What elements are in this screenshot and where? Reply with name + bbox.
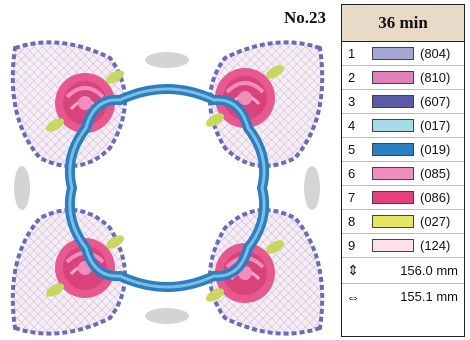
thread-code: (085)	[420, 166, 451, 181]
thread-swatch	[372, 71, 414, 84]
color-row-5: 5 (019)	[342, 138, 464, 162]
thread-code: (017)	[420, 118, 451, 133]
color-row-8: 8 (027)	[342, 210, 464, 234]
color-row-number: 5	[348, 142, 356, 157]
thread-swatch	[372, 215, 414, 228]
lace-petal-bottom-right	[201, 208, 325, 336]
color-row-1: 1 (804)	[342, 42, 464, 66]
color-row-3: 3 (607)	[342, 90, 464, 114]
lace-petal-top-right	[201, 40, 325, 168]
design-width-row: ⇔ 155.1 mm	[342, 284, 464, 309]
thread-swatch	[372, 143, 414, 156]
thread-code: (019)	[420, 142, 451, 157]
thread-code: (027)	[420, 214, 451, 229]
color-row-number: 6	[348, 166, 356, 181]
thread-code: (804)	[420, 46, 451, 61]
thread-code: (810)	[420, 70, 451, 85]
thread-swatch	[372, 167, 414, 180]
color-row-number: 4	[348, 118, 356, 133]
embroidery-design-preview	[10, 40, 325, 336]
design-number-label: No.23	[284, 8, 327, 27]
thread-info-panel: 36 min 1 (804) 2 (810) 3 (607) 4 (017) 5…	[341, 4, 465, 337]
color-row-number: 7	[348, 190, 356, 205]
thread-swatch	[372, 119, 414, 132]
lace-petal-bottom-left	[10, 208, 129, 336]
horizontal-arrows-icon: ⇔	[346, 288, 360, 305]
thread-swatch	[372, 95, 414, 108]
color-row-number: 2	[348, 70, 356, 85]
thread-code: (086)	[420, 190, 451, 205]
thread-code: (607)	[420, 94, 451, 109]
color-row-7: 7 (086)	[342, 186, 464, 210]
design-height-value: 156.0 mm	[400, 263, 458, 278]
thread-swatch	[372, 191, 414, 204]
color-row-6: 6 (085)	[342, 162, 464, 186]
color-row-number: 1	[348, 46, 356, 61]
color-row-4: 4 (017)	[342, 114, 464, 138]
color-row-2: 2 (810)	[342, 66, 464, 90]
color-row-number: 9	[348, 238, 356, 253]
thread-swatch	[372, 239, 414, 252]
vertical-arrows-icon: ⇕	[347, 262, 359, 278]
thread-swatch	[372, 47, 414, 60]
lace-petal-top-left	[10, 40, 129, 168]
color-row-number: 8	[348, 214, 356, 229]
design-height-row: ⇕ 156.0 mm	[342, 258, 464, 284]
grey-leaf-scrolls	[14, 52, 320, 324]
design-width-value: 155.1 mm	[400, 289, 458, 304]
thread-code: (124)	[420, 238, 451, 253]
color-row-9: 9 (124)	[342, 234, 464, 258]
stitch-time: 36 min	[342, 5, 464, 42]
color-row-number: 3	[348, 94, 356, 109]
